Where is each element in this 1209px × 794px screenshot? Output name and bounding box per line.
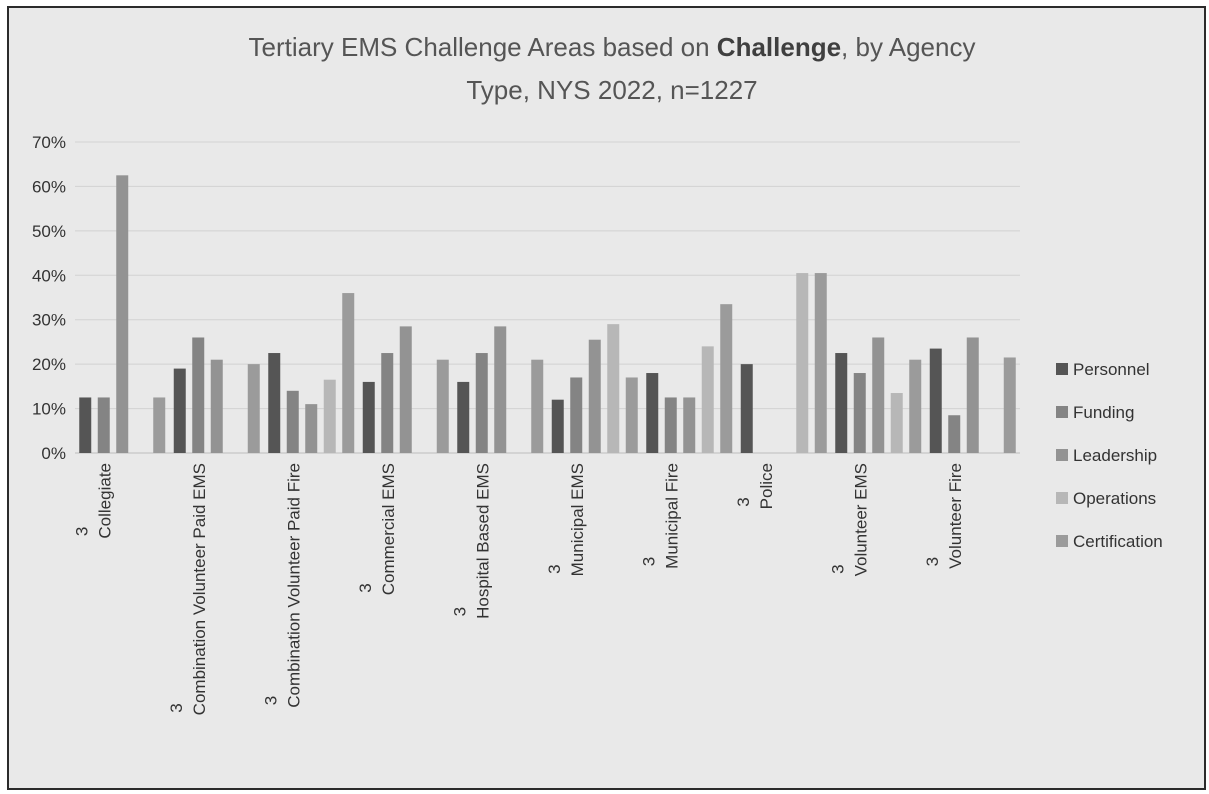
y-tick-label: 70% xyxy=(32,133,66,152)
bar-personnel xyxy=(740,364,753,453)
bar-operations xyxy=(796,273,809,453)
legend-swatch-certification xyxy=(1056,535,1068,547)
bar-certification xyxy=(436,359,449,453)
bar-personnel xyxy=(457,381,470,453)
category-label: Volunteer Fire xyxy=(946,463,965,569)
bar-operations xyxy=(701,346,714,453)
category-prefix: 3 xyxy=(167,703,186,712)
bar-certification xyxy=(342,293,355,453)
bar-leadership xyxy=(683,397,696,453)
y-axis-ticks: 0% 10% 20% 30% 40% 50% 60% 70% xyxy=(32,133,66,463)
bar-certification xyxy=(531,359,544,453)
bar-personnel xyxy=(173,368,186,453)
y-tick-label: 30% xyxy=(32,311,66,330)
legend-swatch-leadership xyxy=(1056,449,1068,461)
bar-operations xyxy=(323,379,336,453)
bar-personnel xyxy=(835,353,848,453)
category-label: Police xyxy=(757,463,776,509)
legend: Personnel Funding Leadership Operations Cert… xyxy=(1056,360,1163,551)
chart-title-line1: Tertiary EMS Challenge Areas based on Ch… xyxy=(249,32,976,62)
bar-leadership xyxy=(872,337,885,453)
bar-funding xyxy=(570,377,583,453)
category-prefix: 3 xyxy=(639,557,658,566)
category-label: Combination Volunteer Paid EMS xyxy=(190,463,209,715)
bar-funding xyxy=(286,390,299,453)
category-label: Commercial EMS xyxy=(379,463,398,595)
category-prefix: 3 xyxy=(734,497,753,506)
bars xyxy=(79,175,1016,454)
bar-certification xyxy=(814,273,827,453)
category-prefix: 3 xyxy=(72,527,91,536)
bar-funding xyxy=(948,415,961,453)
legend-label-leadership: Leadership xyxy=(1073,446,1157,465)
bar-certification xyxy=(909,359,922,453)
legend-label-operations: Operations xyxy=(1073,489,1156,508)
bar-certification xyxy=(247,364,260,453)
category-prefix: 3 xyxy=(828,564,847,573)
bar-certification xyxy=(153,397,166,453)
category-prefix: 3 xyxy=(261,696,280,705)
bar-funding xyxy=(192,337,205,453)
legend-label-personnel: Personnel xyxy=(1073,360,1150,379)
category-labels: Collegiate 3 Combination Volunteer Paid EM… xyxy=(72,463,965,715)
bar-personnel xyxy=(929,348,942,453)
bar-leadership xyxy=(305,404,318,453)
category-label: Collegiate xyxy=(95,463,114,539)
bar-personnel xyxy=(646,373,659,453)
category-label: Municipal EMS xyxy=(568,463,587,576)
bar-leadership xyxy=(210,359,223,453)
bar-funding xyxy=(664,397,677,453)
y-tick-label: 20% xyxy=(32,355,66,374)
category-prefix: 3 xyxy=(545,564,564,573)
bar-funding xyxy=(853,373,866,453)
bar-operations xyxy=(607,324,620,453)
category-prefix: 3 xyxy=(923,557,942,566)
bar-personnel xyxy=(551,399,564,453)
bar-certification xyxy=(720,304,733,453)
bar-certification xyxy=(1003,357,1016,453)
bar-personnel xyxy=(79,397,92,453)
category-label: Municipal Fire xyxy=(662,463,681,569)
y-tick-label: 40% xyxy=(32,266,66,285)
legend-swatch-personnel xyxy=(1056,363,1068,375)
y-tick-label: 10% xyxy=(32,400,66,419)
bar-personnel xyxy=(362,381,375,453)
bar-leadership xyxy=(399,326,412,453)
category-label: Combination Volunteer Paid Fire xyxy=(284,463,303,708)
legend-label-funding: Funding xyxy=(1073,403,1134,422)
chart-title-line2: Type, NYS 2022, n=1227 xyxy=(466,75,757,105)
category-prefix: 3 xyxy=(356,583,375,592)
category-label: Hospital Based EMS xyxy=(473,463,492,619)
bar-leadership xyxy=(588,339,601,453)
bar-personnel xyxy=(268,353,281,453)
y-tick-label: 0% xyxy=(41,444,66,463)
y-tick-label: 60% xyxy=(32,177,66,196)
bar-leadership xyxy=(494,326,507,453)
bar-operations xyxy=(890,393,903,453)
legend-label-certification: Certification xyxy=(1073,532,1163,551)
bar-funding xyxy=(97,397,110,453)
bar-funding xyxy=(381,353,394,453)
category-label: Volunteer EMS xyxy=(851,463,870,576)
category-prefix: 3 xyxy=(450,607,469,616)
legend-swatch-funding xyxy=(1056,406,1068,418)
bar-leadership xyxy=(116,175,129,454)
legend-swatch-operations xyxy=(1056,492,1068,504)
bar-certification xyxy=(625,377,638,453)
y-tick-label: 50% xyxy=(32,222,66,241)
bar-leadership xyxy=(966,337,979,453)
bar-funding xyxy=(475,353,488,453)
